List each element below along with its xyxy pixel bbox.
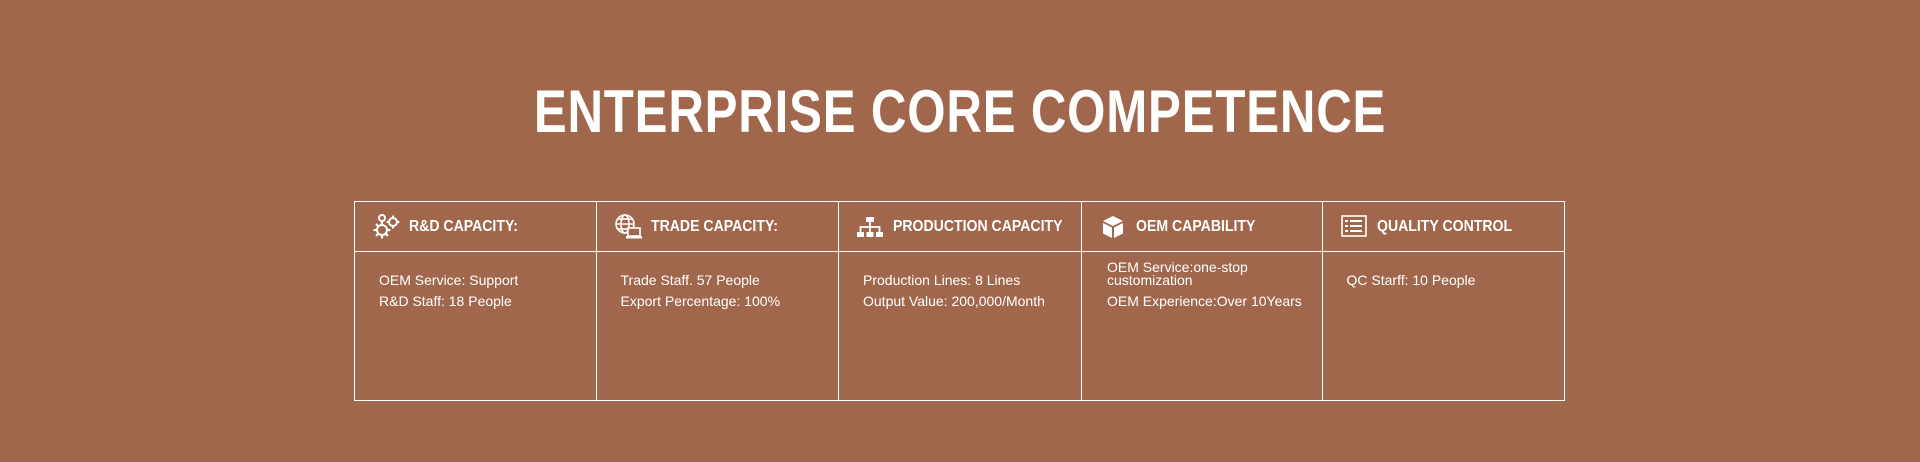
- capability-title: TRADE CAPACITY:: [650, 217, 778, 235]
- capability-details: Production Lines: 8 Lines Output Value: …: [839, 252, 1081, 312]
- capability-details: OEM Service:one-stop customization OEM E…: [1082, 252, 1322, 312]
- capability-header: PRODUCTION CAPACITY: [839, 202, 1081, 252]
- capability-title: R&D CAPACITY:: [409, 217, 518, 235]
- detail-line: OEM Service:one-stop customization: [1107, 259, 1248, 288]
- capability-oem: OEM CAPABILITY OEM Service:one-stop cust…: [1082, 202, 1323, 400]
- capability-title: OEM CAPABILITY: [1136, 217, 1256, 235]
- capabilities-table: R&D CAPACITY: OEM Service: Support R&D S…: [354, 201, 1565, 401]
- detail-line: Export Percentage: 100%: [620, 293, 781, 309]
- gears-icon: [371, 212, 401, 242]
- capability-title: QUALITY CONTROL: [1376, 217, 1512, 235]
- capability-header: TRADE CAPACITY:: [596, 202, 838, 252]
- capability-header: R&D CAPACITY:: [355, 202, 596, 252]
- capability-quality: QUALITY CONTROL QC Starff: 10 People: [1322, 202, 1565, 400]
- page-title: ENTERPRISE CORE COMPETENCE: [533, 78, 1387, 145]
- detail-line: Production Lines: 8 Lines: [863, 272, 1021, 288]
- capability-trade: TRADE CAPACITY: Trade Staff. 57 People E…: [596, 202, 839, 400]
- checklist-icon: [1339, 212, 1369, 242]
- detail-line: R&D Staff: 18 People: [379, 293, 512, 309]
- capability-production: PRODUCTION CAPACITY Production Lines: 8 …: [839, 202, 1082, 400]
- box-icon: [1098, 212, 1128, 242]
- detail-line: OEM Experience:Over 10Years: [1107, 293, 1302, 309]
- globe-laptop-icon: [613, 212, 643, 242]
- capability-details: OEM Service: Support R&D Staff: 18 Peopl…: [355, 252, 596, 312]
- capability-header: OEM CAPABILITY: [1082, 202, 1322, 252]
- detail-line: OEM Service: Support: [379, 272, 519, 288]
- capability-details: Trade Staff. 57 People Export Percentage…: [597, 252, 839, 312]
- capability-title: PRODUCTION CAPACITY: [893, 217, 1063, 235]
- capability-rd: R&D CAPACITY: OEM Service: Support R&D S…: [355, 202, 597, 400]
- capability-header: QUALITY CONTROL: [1322, 202, 1564, 252]
- detail-line: QC Starff: 10 People: [1346, 272, 1476, 288]
- detail-line: Output Value: 200,000/Month: [863, 293, 1045, 309]
- capability-details: QC Starff: 10 People: [1323, 252, 1565, 291]
- org-chart-icon: [855, 212, 885, 242]
- detail-line: Trade Staff. 57 People: [620, 272, 760, 288]
